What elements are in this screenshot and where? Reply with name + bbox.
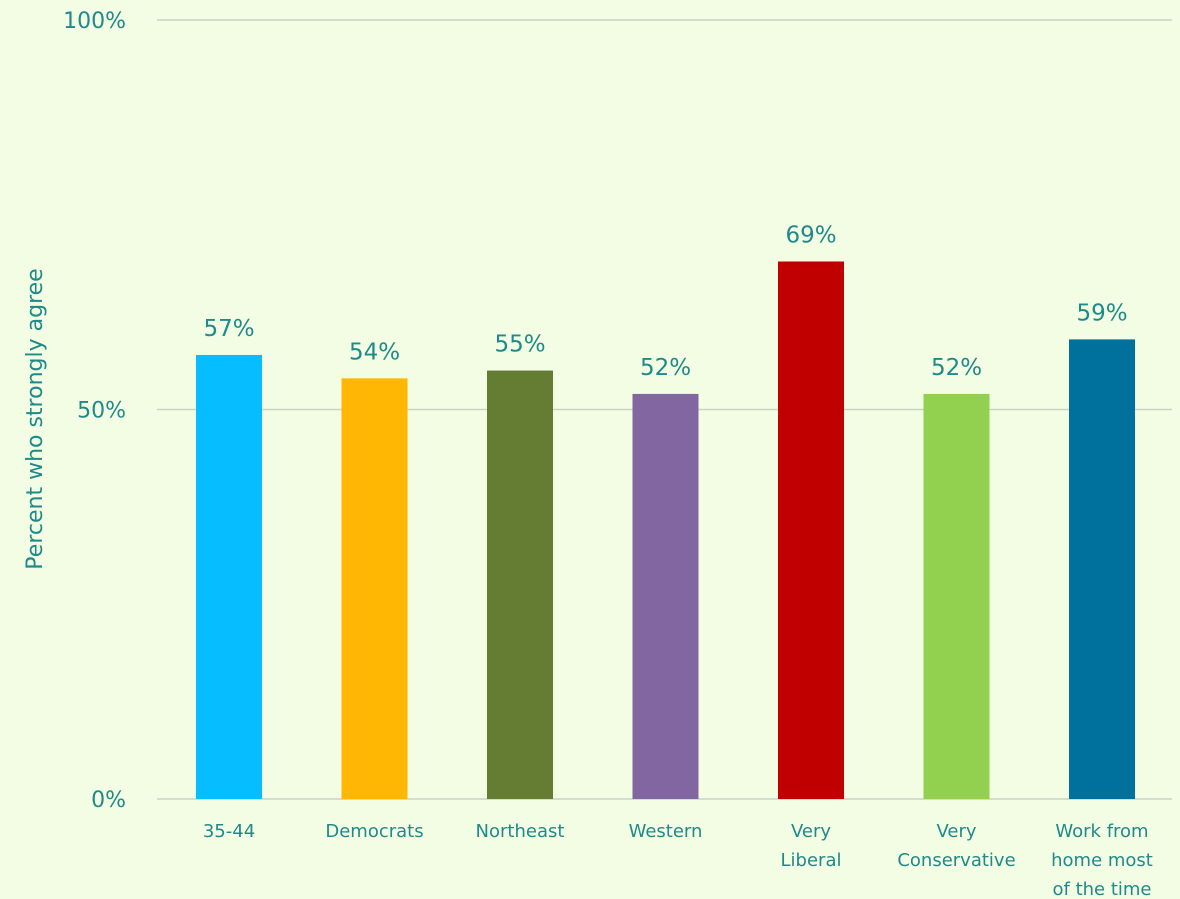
category-label-line: Democrats [325, 821, 423, 842]
value-label: 59% [1076, 300, 1127, 326]
value-labels: 57% 54% 55% 52% 69% 52% 59% [203, 222, 1127, 380]
value-label: 55% [494, 332, 545, 358]
value-label: 69% [785, 222, 836, 248]
bar [196, 354, 262, 799]
bar [487, 370, 553, 799]
category-label-line: Work from [1055, 821, 1148, 842]
value-label: 52% [931, 355, 982, 381]
y-axis-tick-labels: 0% 50% 100% [63, 9, 126, 813]
category-label: Democrats [325, 821, 423, 842]
value-label: 54% [349, 339, 400, 365]
bar [778, 261, 844, 799]
bars [196, 261, 1135, 799]
category-label-line: Northeast [476, 821, 565, 842]
category-label: Northeast [476, 821, 565, 842]
category-label: Very Liberal [781, 821, 842, 871]
y-tick-label: 50% [77, 399, 126, 424]
value-label: 57% [203, 316, 254, 342]
category-label-line: Very [936, 821, 976, 842]
y-axis-title: Percent who strongly agree [23, 268, 48, 569]
bar [923, 393, 990, 799]
y-tick-label: 0% [91, 788, 126, 813]
category-label-line: Conservative [897, 850, 1015, 871]
category-label: 35-44 [203, 821, 255, 842]
category-label: Western [629, 821, 703, 842]
category-label-line: Western [629, 821, 703, 842]
y-tick-label: 100% [63, 9, 126, 34]
category-labels: 35-44 Democrats Northeast Western Very Libera… [203, 821, 1153, 899]
value-label: 52% [640, 355, 691, 381]
bar [1069, 339, 1135, 799]
bar [341, 378, 408, 799]
category-label: Very Conservative [897, 821, 1015, 871]
category-label-line: of the time [1053, 879, 1152, 899]
category-label-line: 35-44 [203, 821, 255, 842]
category-label: Work from home most of the time [1051, 821, 1153, 899]
category-label-line: Very [791, 821, 831, 842]
category-label-line: Liberal [781, 850, 842, 871]
bar [632, 393, 699, 799]
category-label-line: home most [1051, 850, 1153, 871]
